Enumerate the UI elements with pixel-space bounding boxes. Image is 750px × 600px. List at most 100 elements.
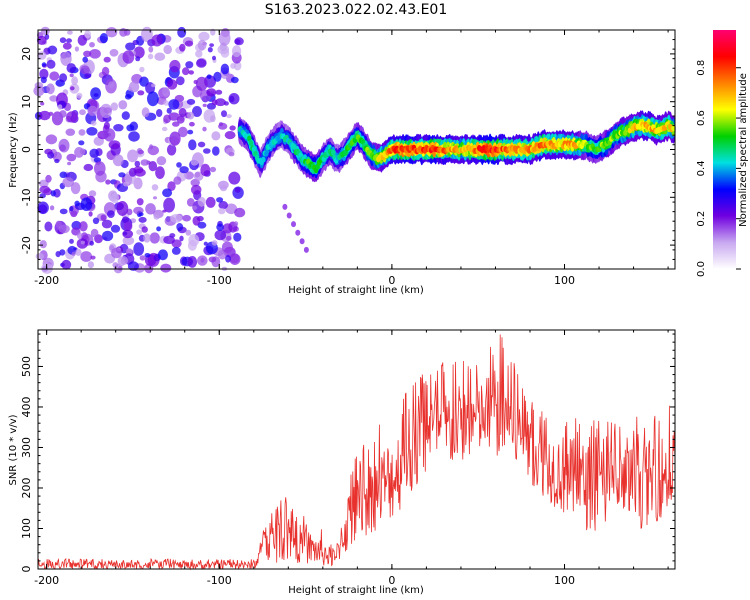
noise-blob bbox=[44, 221, 53, 232]
noise-blob bbox=[67, 30, 73, 35]
x-tick-label: 100 bbox=[554, 274, 575, 287]
colorbar-tick-label: 0.8 bbox=[696, 60, 707, 76]
noise-blob bbox=[228, 171, 241, 185]
noise-blob bbox=[148, 46, 154, 53]
noise-blob bbox=[147, 91, 159, 107]
noise-blob bbox=[101, 219, 113, 229]
noise-blob bbox=[121, 111, 130, 120]
noise-blob bbox=[139, 255, 146, 261]
noise-blob bbox=[233, 221, 239, 227]
noise-blob bbox=[57, 104, 63, 110]
noise-blob bbox=[122, 50, 135, 64]
noise-blob bbox=[110, 224, 121, 233]
noise-blob bbox=[197, 221, 207, 229]
noise-blob bbox=[234, 207, 246, 218]
noise-blob bbox=[172, 121, 180, 127]
noise-blob bbox=[39, 179, 49, 188]
noise-blob bbox=[71, 251, 76, 256]
noise-blob bbox=[234, 37, 244, 46]
noise-blob bbox=[46, 83, 55, 95]
noise-blob bbox=[61, 259, 72, 270]
noise-blob bbox=[229, 125, 236, 131]
x-tick-label: 0 bbox=[388, 574, 395, 587]
faint-streak-blob bbox=[303, 246, 309, 253]
noise-blob bbox=[59, 249, 66, 256]
noise-blob bbox=[226, 235, 232, 241]
y-tick-label: 200 bbox=[20, 477, 33, 498]
noise-blob bbox=[232, 45, 242, 58]
noise-blob bbox=[218, 30, 231, 46]
snr-line bbox=[37, 334, 676, 571]
noise-blob bbox=[40, 76, 47, 84]
spectrogram-cells bbox=[33, 26, 676, 274]
noise-blob bbox=[125, 42, 136, 51]
noise-blob bbox=[50, 190, 56, 197]
noise-blob bbox=[67, 161, 72, 166]
noise-blob bbox=[138, 216, 147, 223]
noise-blob bbox=[71, 220, 82, 230]
noise-blob bbox=[59, 73, 68, 83]
noise-blob bbox=[166, 107, 172, 114]
noise-blob bbox=[103, 121, 110, 130]
noise-blob bbox=[129, 121, 138, 131]
noise-blob bbox=[229, 253, 240, 264]
noise-blob bbox=[38, 110, 51, 121]
noise-blob bbox=[141, 107, 150, 118]
noise-blob bbox=[103, 128, 116, 142]
noise-blob bbox=[90, 228, 99, 238]
noise-blob bbox=[149, 144, 154, 150]
noise-blob bbox=[105, 179, 111, 185]
y-tick-label: 20 bbox=[20, 47, 33, 61]
noise-blob bbox=[118, 172, 126, 178]
noise-blob bbox=[102, 230, 114, 242]
noise-blob bbox=[83, 163, 94, 172]
noise-blob bbox=[210, 28, 216, 36]
noise-blob bbox=[89, 240, 94, 246]
noise-blob bbox=[219, 185, 228, 192]
noise-blob bbox=[99, 33, 108, 44]
noise-blob bbox=[163, 114, 172, 124]
noise-blob bbox=[215, 89, 223, 95]
noise-blob bbox=[133, 166, 144, 174]
noise-blob bbox=[45, 174, 52, 183]
noise-blob bbox=[88, 211, 93, 217]
noise-blob bbox=[186, 98, 196, 105]
noise-blob bbox=[160, 263, 172, 273]
noise-blob bbox=[62, 177, 74, 188]
noise-blob bbox=[78, 129, 86, 136]
noise-blob bbox=[187, 111, 195, 120]
noise-blob bbox=[197, 255, 208, 266]
signal-blob bbox=[247, 135, 252, 142]
noise-blob bbox=[66, 111, 78, 123]
noise-blob bbox=[52, 151, 62, 162]
noise-blob bbox=[113, 124, 124, 132]
noise-blob bbox=[209, 166, 217, 173]
noise-blob bbox=[69, 238, 74, 244]
noise-blob bbox=[108, 140, 121, 150]
noise-blob bbox=[221, 110, 227, 118]
noise-blob bbox=[89, 49, 101, 59]
noise-blob bbox=[151, 34, 163, 47]
noise-blob bbox=[156, 109, 163, 117]
noise-blob bbox=[108, 81, 115, 88]
noise-blob bbox=[69, 206, 74, 212]
noise-blob bbox=[230, 63, 237, 69]
noise-blob bbox=[70, 182, 81, 195]
noise-blob bbox=[75, 248, 82, 256]
noise-blob bbox=[79, 109, 86, 116]
noise-blob bbox=[100, 103, 112, 119]
noise-blob bbox=[41, 62, 47, 67]
noise-blob bbox=[107, 210, 115, 219]
noise-blob bbox=[188, 139, 197, 151]
y-tick-label: 300 bbox=[20, 437, 33, 458]
noise-blob bbox=[148, 161, 158, 172]
noise-blob bbox=[216, 223, 224, 231]
noise-blob bbox=[224, 131, 236, 140]
noise-blob bbox=[234, 187, 241, 193]
y-tick-label: 500 bbox=[20, 356, 33, 377]
noise-blob bbox=[200, 163, 211, 177]
noise-blob bbox=[228, 152, 235, 157]
faint-streak-blob bbox=[286, 212, 292, 219]
noise-blob bbox=[39, 185, 51, 194]
